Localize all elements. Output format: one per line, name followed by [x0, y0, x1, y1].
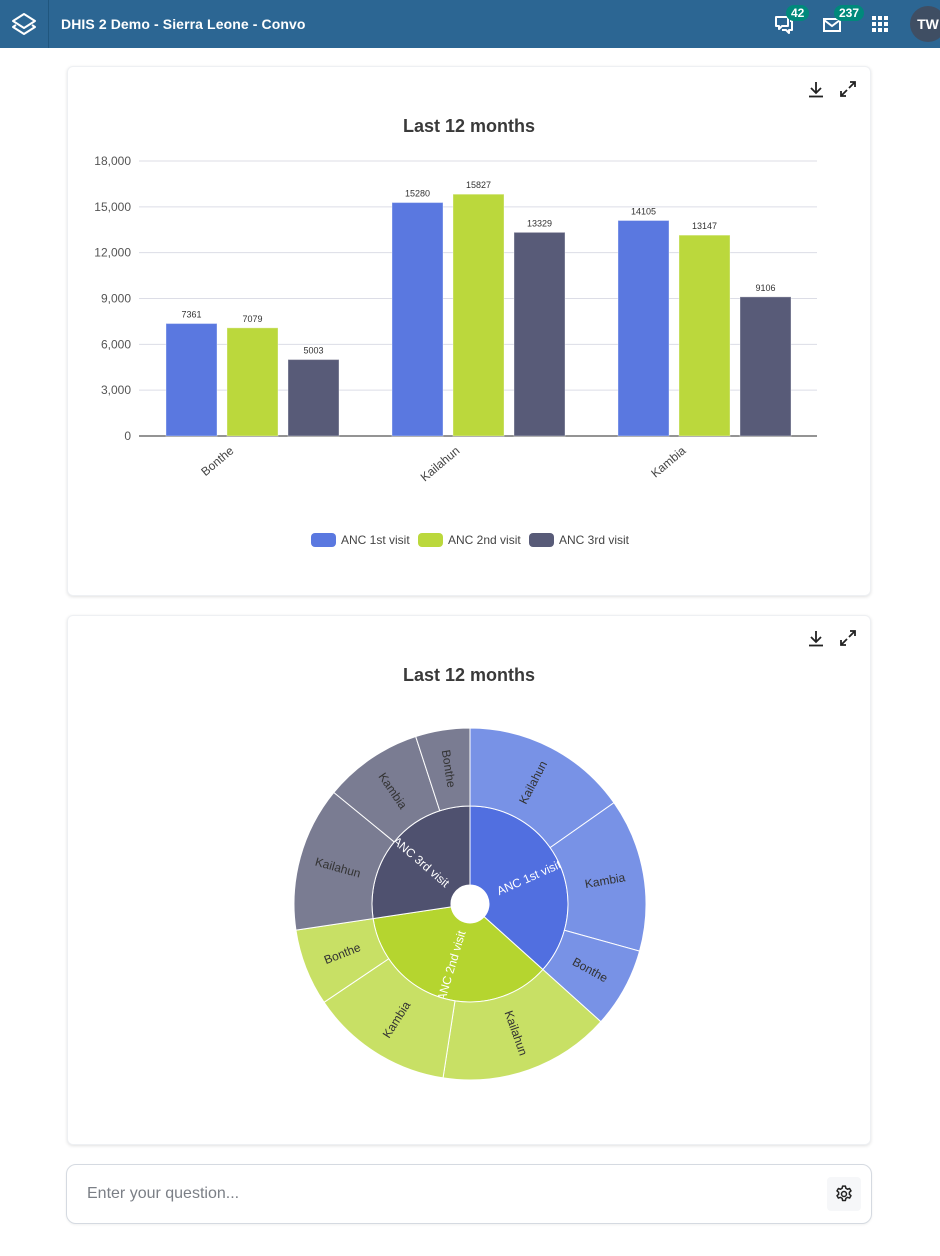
messages-button[interactable]: 42 — [760, 0, 810, 48]
inbox-button[interactable]: 237 — [808, 0, 865, 48]
bar[interactable] — [513, 231, 566, 437]
sunburst-center — [451, 885, 489, 923]
bar-value-label: 13329 — [527, 218, 552, 228]
legend-swatch — [418, 533, 443, 547]
app-logo-icon — [12, 13, 36, 35]
sunburst-chart-card: Last 12 months ANC 1st visit Kailahun Kamb… — [67, 615, 871, 1145]
fullscreen-button[interactable] — [836, 626, 860, 650]
legend-label: ANC 2nd visit — [448, 533, 521, 547]
settings-button[interactable] — [827, 1177, 861, 1211]
segment-label: Kambia — [584, 870, 627, 891]
bar[interactable] — [391, 202, 444, 437]
x-tick-label: Kailahun — [418, 444, 463, 485]
apps-menu-button[interactable] — [856, 0, 904, 48]
bar-value-label: 14105 — [631, 207, 656, 217]
messages-badge: 42 — [786, 5, 810, 21]
y-tick-label: 0 — [124, 429, 131, 443]
apps-grid-icon — [872, 16, 888, 32]
user-avatar[interactable]: TW — [910, 6, 940, 42]
inbox-badge: 237 — [834, 5, 865, 21]
bar[interactable] — [739, 296, 792, 437]
y-tick-label: 15,000 — [94, 200, 131, 214]
bar[interactable] — [452, 193, 505, 437]
legend-label: ANC 1st visit — [341, 533, 410, 547]
bar-value-label: 7361 — [181, 310, 201, 320]
bar-chart: 0 3,000 6,000 9,000 12,000 15,000 18,000 7361 70… — [94, 154, 817, 547]
sunburst-outer-segment[interactable] — [415, 727, 471, 812]
fullscreen-button[interactable] — [836, 77, 860, 101]
bar[interactable] — [226, 327, 279, 437]
bar[interactable] — [287, 359, 340, 437]
fullscreen-icon — [840, 81, 856, 97]
question-bar — [66, 1164, 872, 1224]
bar-value-label: 5003 — [303, 346, 323, 356]
top-bar: DHIS 2 Demo - Sierra Leone - Convo 42 23… — [0, 0, 940, 48]
bar-value-label: 15827 — [466, 180, 491, 190]
legend-label: ANC 3rd visit — [559, 533, 630, 547]
download-button[interactable] — [804, 77, 828, 101]
legend-item[interactable]: ANC 1st visit — [311, 533, 410, 547]
legend-swatch — [311, 533, 336, 547]
y-tick-label: 18,000 — [94, 154, 131, 168]
question-input[interactable] — [85, 1179, 805, 1209]
x-tick-label: Bonthe — [198, 443, 236, 478]
bar-chart-card: Last 12 months 0 3,000 6,000 9,000 12,000 15,… — [67, 66, 871, 596]
y-tick-label: 6,000 — [101, 337, 131, 351]
legend-item[interactable]: ANC 3rd visit — [529, 533, 630, 547]
chart-title: Last 12 months — [402, 665, 536, 685]
x-tick-label: Kambia — [648, 443, 688, 480]
bar[interactable] — [678, 234, 731, 437]
segment-label: Bonthe — [439, 749, 459, 789]
legend-swatch — [529, 533, 554, 547]
download-icon — [809, 82, 823, 98]
fullscreen-icon — [840, 630, 856, 646]
bar-value-label: 7079 — [242, 314, 262, 324]
bar-value-label: 13147 — [692, 221, 717, 231]
app-title: DHIS 2 Demo - Sierra Leone - Convo — [61, 16, 306, 32]
bar-value-label: 9106 — [755, 283, 775, 293]
legend-item[interactable]: ANC 2nd visit — [418, 533, 521, 547]
download-button[interactable] — [804, 626, 828, 650]
y-tick-label: 9,000 — [101, 292, 131, 306]
bar[interactable] — [165, 323, 218, 437]
app-logo-button[interactable] — [0, 0, 49, 48]
bar[interactable] — [617, 220, 670, 437]
chart-title: Last 12 months — [402, 116, 536, 136]
gear-icon — [836, 1185, 852, 1202]
download-icon — [809, 631, 823, 647]
bar-value-label: 15280 — [405, 189, 430, 199]
y-tick-label: 12,000 — [94, 246, 131, 260]
y-tick-label: 3,000 — [101, 383, 131, 397]
mail-icon — [823, 18, 841, 32]
